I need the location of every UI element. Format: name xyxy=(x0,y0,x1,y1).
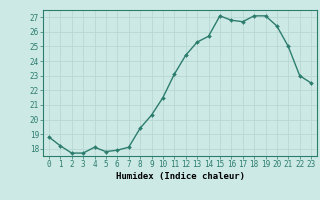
X-axis label: Humidex (Indice chaleur): Humidex (Indice chaleur) xyxy=(116,172,244,181)
